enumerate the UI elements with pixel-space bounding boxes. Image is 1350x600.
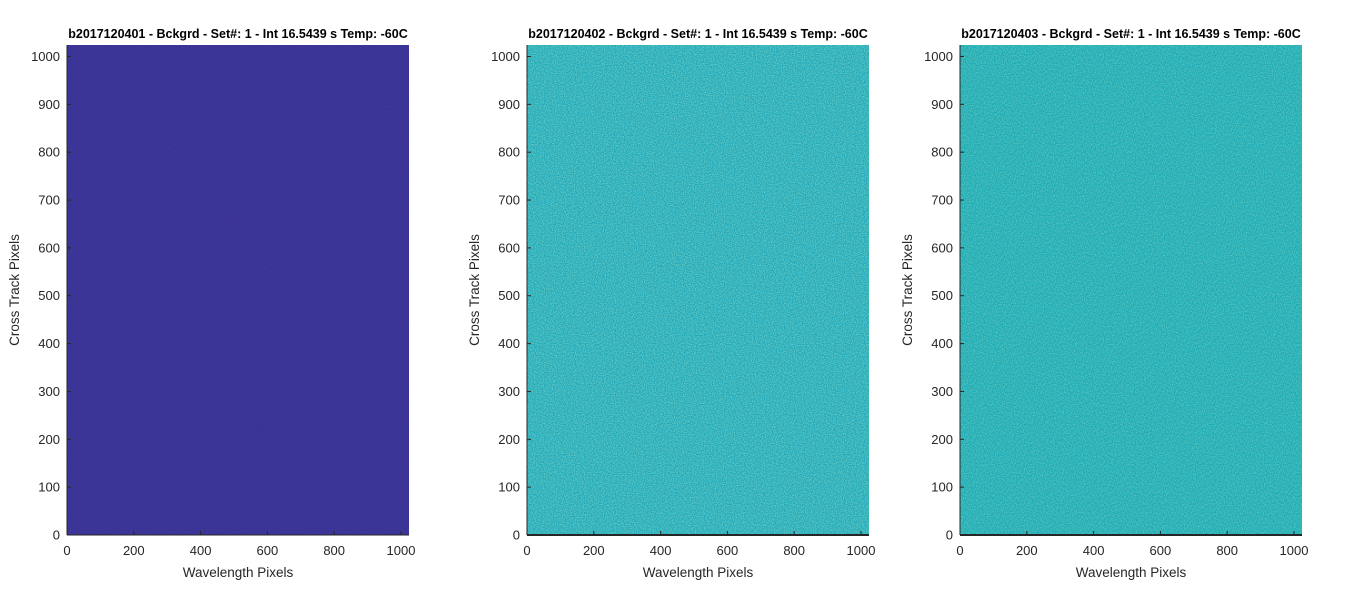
y-tick-label: 900 xyxy=(38,97,60,112)
x-tick-label: 600 xyxy=(717,543,739,558)
x-tick-label: 200 xyxy=(583,543,605,558)
x-tick-label: 200 xyxy=(1016,543,1038,558)
x-tick-label: 600 xyxy=(1150,543,1172,558)
panel-1: 0 100 200 300 400 500 600 700 800 900 1000 0 200 400… xyxy=(7,27,415,580)
y-tick-label: 700 xyxy=(38,193,60,208)
x-tick-label: 400 xyxy=(1083,543,1105,558)
x-tick-label: 0 xyxy=(523,543,530,558)
y-ticks-1: 0 100 200 300 400 500 600 700 800 900 1000 xyxy=(31,49,71,543)
heatmap-noise-1 xyxy=(67,45,409,535)
x-tick-label: 400 xyxy=(650,543,672,558)
x-tick-label: 600 xyxy=(257,543,279,558)
panel-3: 0 100 200 300 400 500 600 700 800 900 1000 0 200 400… xyxy=(900,27,1308,580)
y-tick-label: 300 xyxy=(498,384,520,399)
y-tick-label: 400 xyxy=(931,336,953,351)
x-axis-label-2: Wavelength Pixels xyxy=(643,565,754,580)
x-ticks-2: 0 200 400 600 800 1000 xyxy=(523,531,875,558)
panel-title-3: b2017120403 - Bckgrd - Set#: 1 - Int 16.… xyxy=(961,27,1301,41)
y-tick-label: 100 xyxy=(931,480,953,495)
y-tick-label: 1000 xyxy=(924,49,953,64)
y-tick-label: 1000 xyxy=(491,49,520,64)
x-tick-label: 1000 xyxy=(1280,543,1309,558)
y-axis-label-2: Cross Track Pixels xyxy=(467,234,482,346)
panel-2: 0 100 200 300 400 500 600 700 800 900 1000 0 200 400… xyxy=(467,27,875,580)
y-ticks-3: 0 100 200 300 400 500 600 700 800 900 1000 xyxy=(924,49,964,543)
panel-title-2: b2017120402 - Bckgrd - Set#: 1 - Int 16.… xyxy=(528,27,868,41)
y-axis-label-3: Cross Track Pixels xyxy=(900,234,915,346)
x-tick-label: 800 xyxy=(323,543,345,558)
y-tick-label: 800 xyxy=(498,145,520,160)
x-tick-label: 1000 xyxy=(387,543,416,558)
y-tick-label: 0 xyxy=(946,528,953,543)
y-tick-label: 700 xyxy=(498,193,520,208)
y-tick-label: 800 xyxy=(38,145,60,160)
y-tick-label: 0 xyxy=(53,528,60,543)
y-tick-label: 0 xyxy=(513,528,520,543)
y-axis-label-1: Cross Track Pixels xyxy=(7,234,22,346)
heatmap-noise-2 xyxy=(527,45,869,535)
y-ticks-2: 0 100 200 300 400 500 600 700 800 900 1000 xyxy=(491,49,531,543)
y-tick-label: 300 xyxy=(931,384,953,399)
x-axis-label-3: Wavelength Pixels xyxy=(1076,565,1187,580)
y-tick-label: 600 xyxy=(38,240,60,255)
x-tick-label: 200 xyxy=(123,543,145,558)
x-ticks-1: 0 200 400 600 800 1000 xyxy=(63,531,415,558)
y-tick-label: 200 xyxy=(931,432,953,447)
heatmap-noise-3 xyxy=(960,45,1302,535)
y-tick-label: 300 xyxy=(38,384,60,399)
x-tick-label: 0 xyxy=(956,543,963,558)
y-tick-label: 600 xyxy=(498,240,520,255)
y-tick-label: 400 xyxy=(498,336,520,351)
x-tick-label: 800 xyxy=(1216,543,1238,558)
y-tick-label: 500 xyxy=(498,288,520,303)
x-tick-label: 0 xyxy=(63,543,70,558)
y-tick-label: 200 xyxy=(38,432,60,447)
panel-title-1: b2017120401 - Bckgrd - Set#: 1 - Int 16.… xyxy=(68,27,408,41)
y-tick-label: 400 xyxy=(38,336,60,351)
x-ticks-3: 0 200 400 600 800 1000 xyxy=(956,531,1308,558)
y-tick-label: 1000 xyxy=(31,49,60,64)
y-tick-label: 800 xyxy=(931,145,953,160)
y-tick-label: 900 xyxy=(931,97,953,112)
y-tick-label: 500 xyxy=(38,288,60,303)
x-tick-label: 800 xyxy=(783,543,805,558)
y-tick-label: 500 xyxy=(931,288,953,303)
y-tick-label: 700 xyxy=(931,193,953,208)
x-tick-label: 400 xyxy=(190,543,212,558)
y-tick-label: 600 xyxy=(931,240,953,255)
y-tick-label: 200 xyxy=(498,432,520,447)
y-tick-label: 900 xyxy=(498,97,520,112)
y-tick-label: 100 xyxy=(498,480,520,495)
x-tick-label: 1000 xyxy=(847,543,876,558)
x-axis-label-1: Wavelength Pixels xyxy=(183,565,294,580)
y-tick-label: 100 xyxy=(38,480,60,495)
